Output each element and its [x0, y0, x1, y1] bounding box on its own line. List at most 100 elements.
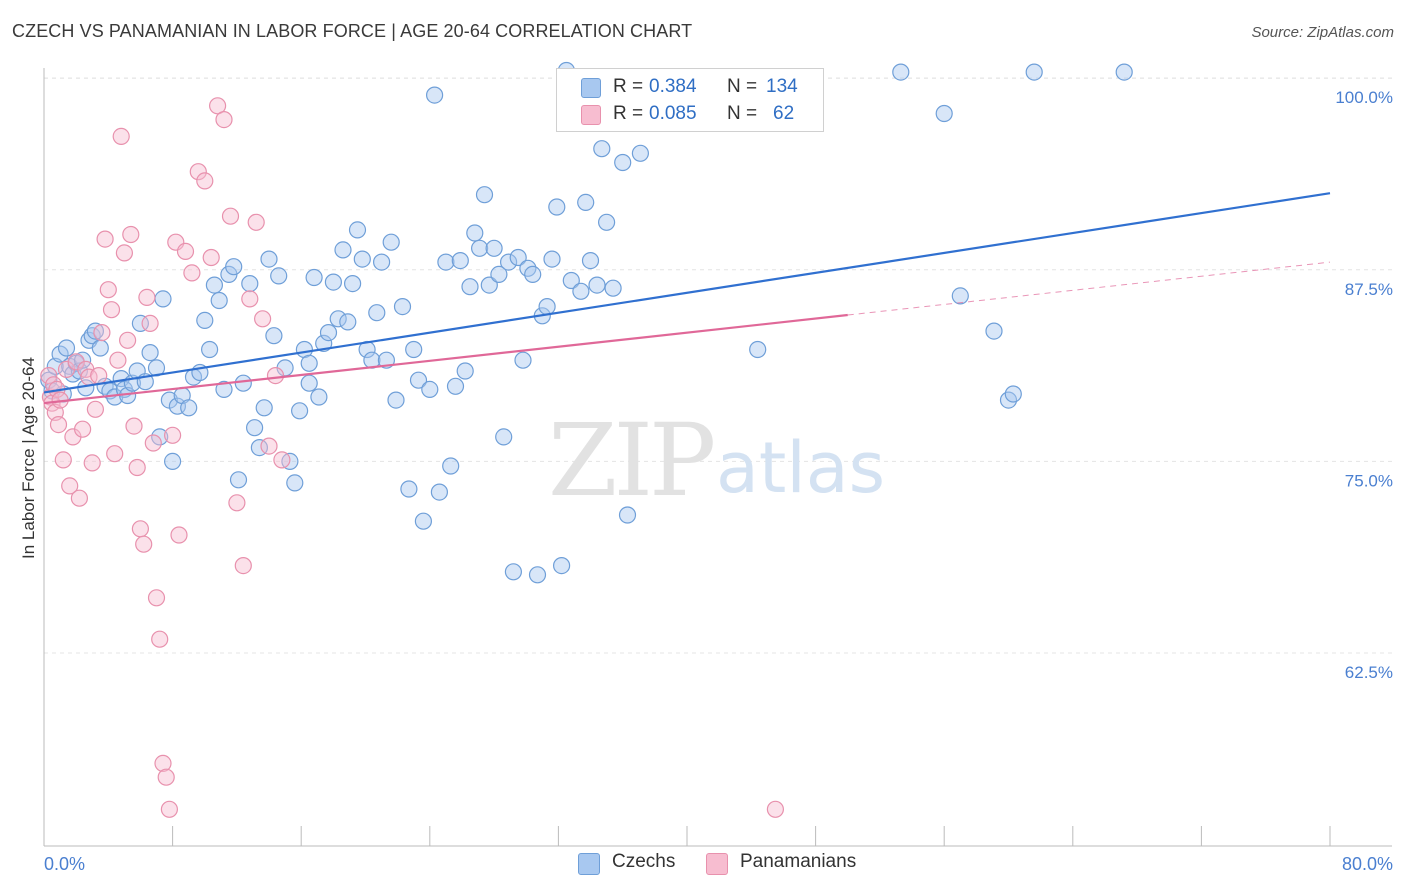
czech-point — [373, 253, 391, 271]
legend-r-value: 0.085 — [649, 103, 697, 124]
czech-point — [749, 340, 767, 359]
legend-row-panamanians: R = 0.085 N = 62 — [581, 101, 821, 127]
czech-point — [552, 556, 571, 575]
czech-point — [229, 471, 248, 489]
y-tick-label: 87.5% — [1345, 280, 1393, 299]
czech-point — [442, 457, 460, 475]
panamanian-point — [176, 242, 195, 260]
zipatlas-watermark: ZIP atlas — [548, 402, 885, 519]
czech-point — [131, 314, 149, 332]
panamanian-point — [90, 367, 108, 385]
czech-point — [405, 340, 423, 359]
czech-point — [51, 345, 69, 363]
czech-point — [480, 276, 498, 294]
czech-point — [581, 252, 600, 270]
czech-point — [225, 258, 243, 276]
czech-point — [543, 250, 561, 268]
legend-n-label: N = — [727, 103, 758, 124]
czech-point — [631, 144, 650, 162]
panamanian-point — [144, 434, 162, 452]
panamanian-point — [122, 225, 140, 244]
czech-point — [614, 153, 632, 172]
panamanian-trend-line — [43, 313, 848, 405]
panamanian-point — [247, 213, 265, 231]
legend-r-label: R = — [613, 76, 644, 97]
y-tick-label: 100.0% — [1335, 88, 1393, 107]
panamanian-point — [160, 800, 178, 818]
panamanian-point — [70, 489, 89, 507]
panamanian-point — [96, 230, 114, 248]
czech-point — [291, 402, 309, 420]
panamanian-point — [766, 800, 785, 818]
czech-point — [495, 428, 513, 446]
czech-point — [538, 298, 556, 316]
czech-point — [426, 86, 444, 104]
panamanian-point — [109, 351, 127, 369]
czech-point — [409, 371, 428, 389]
panamanian-point — [170, 526, 188, 544]
x-tick-label-right: 80.0% — [1342, 854, 1393, 874]
czech-point — [180, 399, 198, 417]
czech-point — [201, 340, 219, 359]
czech-point — [504, 563, 523, 581]
panamanian-point — [54, 451, 72, 469]
czech-point — [73, 351, 92, 369]
legend-label-czechs: Czechs — [612, 851, 676, 872]
czech-point — [265, 327, 283, 345]
czech-point — [604, 279, 622, 297]
czech-point — [234, 374, 252, 392]
czech-point — [382, 233, 400, 251]
czech-point — [509, 248, 527, 267]
panamanian-point — [151, 630, 169, 648]
czech-point — [57, 339, 76, 357]
czech-point — [456, 362, 474, 380]
czech-point — [618, 506, 637, 524]
panamanian-point — [141, 314, 159, 332]
panamanian-point — [266, 367, 285, 385]
panamanian-point — [196, 172, 214, 190]
panamanian-point — [154, 754, 172, 773]
czech-point — [597, 213, 616, 231]
panamanian-point — [260, 437, 278, 455]
czech-point — [562, 271, 580, 290]
czech-point — [348, 221, 367, 239]
czech-point — [475, 186, 494, 204]
czech-point — [344, 275, 362, 293]
czech-point — [86, 322, 105, 340]
panamanian-point — [228, 494, 246, 512]
czech-point — [528, 566, 547, 584]
legend-label-panamanians: Panamanians — [740, 851, 857, 872]
czech-point — [414, 512, 432, 530]
czech-point — [446, 377, 465, 395]
czech-point — [151, 428, 169, 446]
y-tick-label: 75.0% — [1345, 471, 1393, 490]
czech-point — [196, 311, 214, 329]
czech-point — [1004, 385, 1022, 403]
czech-point — [164, 452, 182, 470]
czech-point — [593, 140, 611, 158]
czech-point — [1025, 63, 1043, 81]
panamanian-point — [61, 477, 79, 495]
czech-point — [246, 419, 264, 437]
czech-point — [83, 327, 101, 345]
czech-point — [572, 282, 590, 300]
legend-swatch-panamanians — [706, 853, 728, 875]
czech-point — [387, 391, 405, 409]
czech-point — [430, 483, 448, 501]
czech-point — [500, 253, 518, 271]
czech-trend-line — [43, 192, 1331, 394]
czech-point — [490, 265, 508, 283]
panamanian-point — [102, 301, 121, 319]
panamanian-point — [189, 163, 207, 181]
czech-point — [935, 104, 953, 123]
czech-point — [466, 224, 484, 242]
czech-point — [1115, 63, 1133, 81]
chart-title: CZECH VS PANAMANIAN IN LABOR FORCE | AGE… — [12, 21, 693, 41]
legend-row-czechs: R = 0.384 N = 134 — [581, 74, 821, 100]
czech-point — [70, 362, 89, 380]
czech-point — [255, 399, 273, 417]
panamanian-point — [49, 416, 68, 434]
czech-point — [421, 380, 439, 398]
czech-point — [300, 354, 318, 372]
